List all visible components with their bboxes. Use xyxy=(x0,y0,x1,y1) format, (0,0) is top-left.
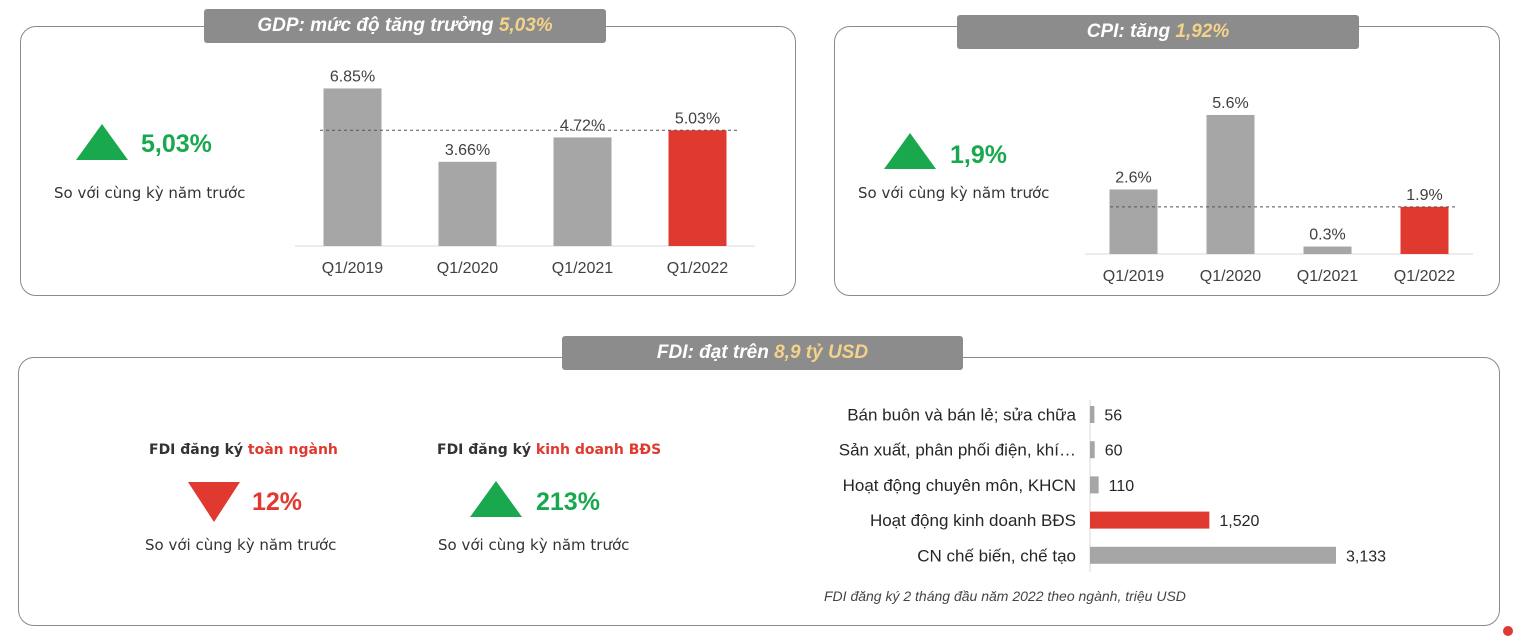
data-label: 5.03% xyxy=(675,110,720,127)
category-label: CN chế biến, chế tạo xyxy=(917,546,1076,565)
bar xyxy=(438,161,497,246)
bar xyxy=(1090,406,1095,423)
tick-label: Q1/2022 xyxy=(1394,268,1455,285)
fdi-re-value: 213% xyxy=(536,488,600,516)
fdi-total-caption: So với cùng kỳ năm trước xyxy=(145,536,337,554)
tick-label: Q1/2021 xyxy=(1297,268,1358,285)
data-label: 1.9% xyxy=(1406,187,1442,204)
gdp-chart: 6.85% Q1/2019 3.66% Q1/2020 4.72% Q1/2021 5.03… xyxy=(295,68,755,277)
up-arrow-icon xyxy=(76,124,128,160)
fdi-chart-note: FDI đăng ký 2 tháng đầu năm 2022 theo ng… xyxy=(824,588,1186,604)
data-label: 3.66% xyxy=(445,142,490,159)
data-label: 5.6% xyxy=(1212,95,1248,112)
up-arrow-icon xyxy=(470,481,522,517)
gdp-kpi-caption: So với cùng kỳ năm trước xyxy=(54,184,246,202)
fdi-tab-label: FDI: đạt trên xyxy=(656,342,769,363)
gdp-tab-value: 5,03% xyxy=(498,15,553,36)
gdp-kpi-value: 5,03% xyxy=(141,130,212,158)
category-label: Bán buôn và bán lẻ; sửa chữa xyxy=(847,406,1076,425)
bar xyxy=(1109,189,1158,254)
tick-label: Q1/2021 xyxy=(552,260,613,277)
gdp-panel xyxy=(20,26,796,296)
cpi-tab-value: 1,92% xyxy=(1175,21,1230,42)
fdi-total-heading: FDI đăng ký toàn ngành xyxy=(149,442,338,458)
cpi-panel xyxy=(834,26,1500,296)
fdi-re-caption: So với cùng kỳ năm trước xyxy=(438,536,630,554)
fdi-total-heading-highlight: toàn ngành xyxy=(247,442,338,458)
cpi-kpi-value: 1,9% xyxy=(950,141,1007,169)
fdi-total-heading-text: FDI đăng ký xyxy=(149,442,244,458)
cpi-kpi-caption: So với cùng kỳ năm trước xyxy=(858,184,1050,202)
fdi-total-value: 12% xyxy=(252,488,303,516)
fdi-tab: FDI: đạt trên 8,9 tỷ USD xyxy=(562,336,963,370)
fdi-panel xyxy=(18,357,1500,626)
tick-label: Q1/2019 xyxy=(322,260,383,277)
fdi-re-heading-text: FDI đăng ký xyxy=(437,442,532,458)
bar xyxy=(1090,476,1099,494)
bar xyxy=(1090,546,1336,564)
fdi-chart: Bán buôn và bán lẻ; sửa chữa 56 Sản xuất, … xyxy=(839,400,1386,572)
data-label: 60 xyxy=(1105,443,1123,460)
down-arrow-icon xyxy=(188,482,240,522)
data-label: 2.6% xyxy=(1115,169,1151,186)
data-label: 3,133 xyxy=(1346,548,1386,565)
data-label: 110 xyxy=(1109,478,1135,495)
bar xyxy=(668,130,727,246)
data-label: 6.85% xyxy=(330,68,375,85)
tick-label: Q1/2019 xyxy=(1103,268,1164,285)
data-label: 0.3% xyxy=(1309,227,1345,244)
cpi-chart: 2.6% Q1/2019 5.6% Q1/2020 0.3% Q1/2021 1.9% Q1/… xyxy=(1085,95,1473,285)
fdi-re-heading-highlight: kinh doanh BĐS xyxy=(535,442,662,458)
bar xyxy=(1303,246,1352,254)
bar xyxy=(1206,114,1255,254)
fdi-tab-value: 8,9 tỷ USD xyxy=(774,342,869,363)
bar xyxy=(1090,441,1095,459)
category-label: Sản xuất, phân phối điện, khí… xyxy=(839,441,1076,460)
data-label: 56 xyxy=(1104,408,1122,425)
fdi-re-heading: FDI đăng ký kinh doanh BĐS xyxy=(437,442,661,458)
bar xyxy=(1400,206,1449,254)
category-label: Hoạt động kinh doanh BĐS xyxy=(870,511,1076,530)
data-label: 1,520 xyxy=(1219,513,1259,530)
category-label: Hoạt động chuyên môn, KHCN xyxy=(843,476,1076,495)
bar xyxy=(553,137,612,246)
bar xyxy=(323,88,382,246)
cpi-tab: CPI: tăng 1,92% xyxy=(957,15,1359,49)
gdp-tab-label: GDP: mức độ tăng trưởng xyxy=(257,15,494,36)
tick-label: Q1/2022 xyxy=(667,260,728,277)
gdp-tab: GDP: mức độ tăng trưởng 5,03% xyxy=(204,9,606,43)
up-arrow-icon xyxy=(884,133,936,169)
data-label: 4.72% xyxy=(560,117,605,134)
bar xyxy=(1090,511,1210,529)
corner-decoration xyxy=(1503,626,1513,636)
cpi-tab-label: CPI: tăng xyxy=(1086,21,1171,42)
tick-label: Q1/2020 xyxy=(1200,268,1261,285)
tick-label: Q1/2020 xyxy=(437,260,498,277)
